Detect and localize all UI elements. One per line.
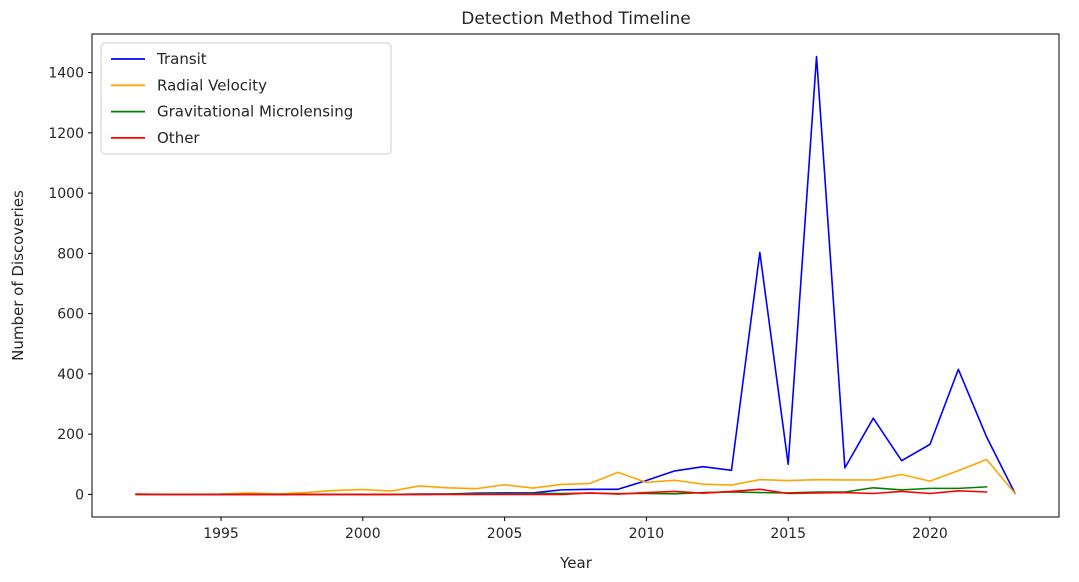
legend-label: Other <box>157 129 200 147</box>
y-tick-label: 600 <box>57 307 84 323</box>
series-lines <box>135 55 1016 496</box>
y-tick-label: 0 <box>75 487 84 503</box>
series-line-other <box>135 488 988 496</box>
y-axis-label: Number of Discoveries <box>9 190 27 361</box>
legend: Transit Radial Velocity Gravitational Micr… <box>100 42 392 155</box>
y-tick-label: 1200 <box>48 126 84 142</box>
x-tick-label: 2005 <box>487 526 523 542</box>
y-tick-label: 1400 <box>48 66 84 82</box>
y-tick-label: 1000 <box>48 186 84 202</box>
x-tick-label: 2015 <box>770 526 806 542</box>
y-axis: 0 200 400 600 800 1000 1200 1400 <box>48 66 92 503</box>
legend-label: Transit <box>156 50 207 68</box>
x-axis-label: Year <box>559 554 593 572</box>
legend-label: Gravitational Microlensing <box>157 103 353 121</box>
y-tick-label: 400 <box>57 367 84 383</box>
y-tick-label: 800 <box>57 246 84 262</box>
x-axis: 1995 2000 2005 2010 2015 2020 <box>203 517 948 542</box>
legend-label: Radial Velocity <box>157 76 267 94</box>
x-tick-label: 2000 <box>345 526 381 542</box>
plot-frame <box>91 33 1060 518</box>
chart-title: Detection Method Timeline <box>461 9 690 29</box>
legend-box <box>100 42 392 155</box>
x-tick-label: 1995 <box>203 526 239 542</box>
x-tick-label: 2020 <box>912 526 948 542</box>
x-tick-label: 2010 <box>629 526 665 542</box>
y-tick-label: 200 <box>57 427 84 443</box>
